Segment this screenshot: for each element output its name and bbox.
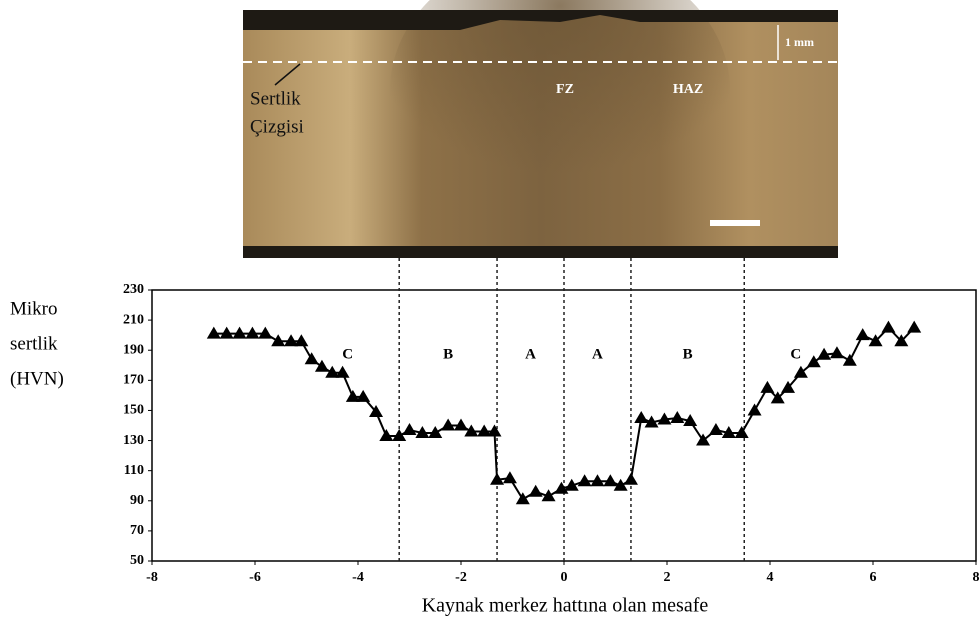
marker (748, 403, 762, 415)
y-axis-label: (HVN) (10, 368, 64, 389)
page: 1 mm Sertlik Çizgisi FZ HAZ Mikro sertli… (0, 0, 980, 625)
x-tick-label: -2 (455, 570, 467, 585)
y-tick-label: 110 (124, 463, 144, 478)
y-tick-label: 150 (123, 403, 144, 418)
x-tick-label: 8 (973, 570, 980, 585)
y-tick-label: 230 (123, 282, 144, 297)
marker (856, 328, 870, 340)
y-tick-label: 90 (130, 493, 144, 508)
x-axis-label: Kaynak merkez hattına olan mesafe (422, 595, 709, 617)
x-tick-label: 2 (664, 570, 671, 585)
y-tick-label: 210 (123, 312, 144, 327)
marker (843, 354, 857, 366)
marker (881, 321, 895, 333)
scale-label: 1 mm (785, 35, 814, 49)
y-tick-label: 190 (123, 342, 144, 357)
y-tick-label: 170 (123, 373, 144, 388)
marker (403, 423, 417, 435)
y-axis-label: Mikro (10, 298, 58, 319)
marker (670, 411, 684, 423)
x-tick-label: 6 (870, 570, 877, 585)
figure: 1 mm Sertlik Çizgisi FZ HAZ Mikro sertli… (0, 0, 980, 625)
marker-label: Sertlik (250, 88, 301, 109)
marker (516, 492, 530, 504)
y-axis-label: sertlik (10, 333, 58, 354)
bottom-edge (243, 246, 838, 258)
marker (760, 381, 774, 393)
marker (305, 352, 319, 364)
zone-label: HAZ (673, 82, 703, 97)
y-tick-label: 70 (130, 523, 144, 538)
marker (634, 411, 648, 423)
marker (830, 346, 844, 358)
marker (503, 471, 517, 483)
x-tick-label: 0 (561, 570, 568, 585)
micrograph: 1 mm Sertlik Çizgisi FZ HAZ (243, 0, 838, 258)
region-label: B (683, 346, 693, 362)
x-tick-label: -6 (249, 570, 261, 585)
scale-bar (710, 220, 760, 226)
zone-label: FZ (556, 82, 574, 97)
hardness-line (214, 328, 914, 500)
region-label: A (525, 346, 536, 362)
marker (624, 473, 638, 485)
marker-label: Çizgisi (250, 116, 304, 137)
x-tick-label: -8 (146, 570, 158, 585)
x-tick-label: 4 (767, 570, 774, 585)
marker (529, 485, 543, 497)
y-tick-label: 50 (130, 553, 144, 568)
region-label: A (592, 346, 603, 362)
x-tick-label: -4 (352, 570, 364, 585)
region-label: B (443, 346, 453, 362)
region-label: C (342, 346, 353, 362)
marker (907, 321, 921, 333)
y-tick-label: 130 (123, 433, 144, 448)
region-label: C (790, 346, 801, 362)
marker (709, 423, 723, 435)
